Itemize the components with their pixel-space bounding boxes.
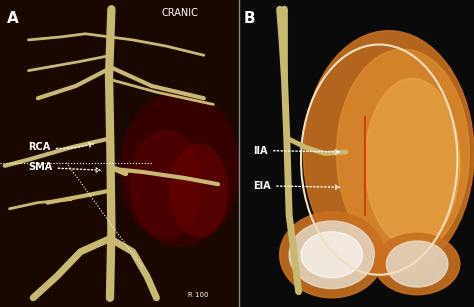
- Ellipse shape: [130, 130, 201, 238]
- Bar: [239, 0, 474, 307]
- Ellipse shape: [386, 241, 448, 287]
- Ellipse shape: [374, 233, 460, 295]
- Text: EIA: EIA: [254, 181, 339, 191]
- Text: RCA: RCA: [28, 142, 93, 153]
- Ellipse shape: [289, 221, 374, 289]
- Ellipse shape: [121, 92, 239, 246]
- Text: A: A: [7, 11, 19, 26]
- Ellipse shape: [337, 49, 469, 258]
- Text: IIA: IIA: [254, 146, 339, 156]
- Ellipse shape: [280, 212, 384, 298]
- Text: R 100: R 100: [188, 292, 209, 298]
- Ellipse shape: [365, 78, 460, 247]
- Text: CRANIC: CRANIC: [162, 8, 199, 18]
- Bar: [0, 0, 239, 307]
- Ellipse shape: [303, 31, 474, 276]
- Ellipse shape: [301, 232, 363, 278]
- Ellipse shape: [171, 144, 228, 236]
- Text: SMA: SMA: [28, 162, 100, 173]
- Text: B: B: [244, 11, 256, 26]
